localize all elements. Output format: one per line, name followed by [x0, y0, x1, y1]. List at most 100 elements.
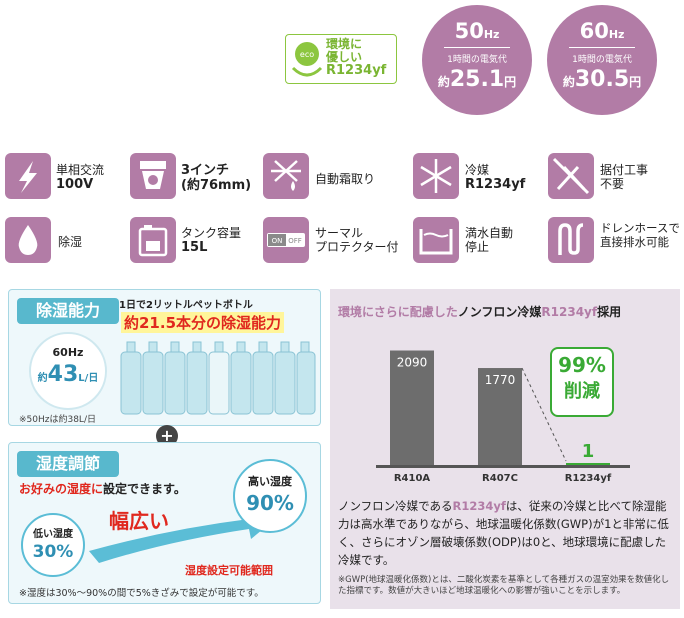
hose-inch-icon: [130, 153, 176, 199]
price-50hz-circle: 50Hz 1時間の電気代 約25.1円: [422, 5, 532, 115]
feature-label-1b: 100V: [56, 177, 94, 192]
reduction-connector: [521, 367, 567, 462]
category-label-2: R1234yf: [565, 473, 612, 484]
snowflake-icon: [413, 153, 459, 199]
humidity-subtitle-red: お好みの湿度に: [19, 482, 104, 496]
feature-label-4b: R1234yf: [465, 177, 526, 192]
capacity-note: ※50Hzは約38L/日: [19, 415, 96, 425]
hz60-yen: 円: [629, 75, 642, 89]
ref-body-code: R1234yf: [452, 499, 506, 513]
feature-label-10a: ドレンホースで: [600, 221, 680, 235]
eco-code: R1234yf: [326, 63, 387, 78]
plus-icon: +: [156, 425, 178, 447]
hz60-prefix: 約: [562, 75, 575, 89]
ref-title-mid: ノンフロン冷媒: [457, 305, 542, 319]
ref-title-pre: 環境にさらに配慮した: [338, 305, 458, 319]
dehumidify-panel: 除湿能力 60Hz 約43L/日 ※50Hzは約38L/日 1日で2リットルペッ…: [8, 289, 321, 426]
eco-line1: 環境に: [326, 37, 363, 51]
eco-line2: 優しい: [326, 50, 363, 64]
dehumidify-title: 除湿能力: [17, 298, 119, 324]
full-tank-stop-icon: [413, 217, 459, 263]
ref-title-code: R1234yf: [541, 305, 598, 319]
feature-label-3a: 自動霜取り: [315, 172, 376, 186]
reduction-badge: 99% 削減: [550, 347, 614, 417]
reduction-word: 削減: [564, 381, 600, 402]
ref-title-post: 採用: [597, 305, 622, 319]
bottles-illustration: [120, 341, 316, 415]
bar-r1234yf: [566, 463, 610, 465]
hz50-unit: Hz: [483, 28, 500, 41]
feature-label-2b: (約76mm): [181, 178, 252, 193]
hz50-value: 25.1: [449, 67, 505, 92]
low-humidity-value: 30%: [32, 542, 74, 562]
eco-leaf-icon: eco: [291, 42, 323, 77]
wide-label: 幅広い: [109, 509, 169, 533]
feature-label-9b: 停止: [465, 240, 490, 254]
no-tools-icon: [548, 153, 594, 199]
water-drop-icon: [5, 217, 51, 263]
feature-label-5b: 不要: [600, 177, 625, 191]
tank-icon: [130, 217, 176, 263]
category-label-0: R410A: [394, 473, 431, 484]
feature-label-8a: サーマル: [315, 226, 364, 240]
hz60-freq: 60: [579, 19, 609, 43]
chart-baseline: [376, 465, 630, 468]
lightning-icon: [5, 153, 51, 199]
humidity-panel: 湿度調節 お好みの湿度に設定できます。 幅広い 高い湿度 90% 低い湿度 30…: [8, 442, 321, 604]
capacity-prefix: 約: [37, 373, 48, 384]
range-label: 湿度設定可能範囲: [185, 564, 273, 577]
feature-label-4a: 冷媒: [465, 163, 490, 177]
feature-label-2a: 3インチ: [181, 163, 230, 178]
switch-off-label: OFF: [288, 237, 302, 245]
refrigerant-panel: 環境にさらに配慮したノンフロン冷媒R1234yf採用 2090 R410A 1770…: [330, 289, 680, 609]
category-label-1: R407C: [482, 473, 518, 484]
bar-value-label-0: 2090: [397, 356, 428, 370]
high-humidity-circle: 高い湿度 90%: [233, 459, 307, 533]
hz60-caption: 1時間の電気代: [572, 55, 632, 65]
hz50-freq: 50: [454, 19, 484, 43]
humidity-subtitle-rest: 設定できます。: [103, 482, 186, 496]
ref-body-rest: は、従来の冷媒と比べて除湿能力は高水準でありながら、地球温暖化係数(GWP)が1…: [338, 499, 669, 567]
feature-label-6a: 除湿: [58, 235, 83, 249]
defrost-icon: [263, 153, 309, 199]
humidity-note: ※湿度は30%〜90%の間で5%きざみで設定が可能です。: [19, 588, 264, 599]
bar-r407c: [478, 368, 522, 465]
hz50-yen: 円: [504, 75, 517, 89]
capacity-hz: 60Hz: [52, 346, 84, 359]
price-60hz-circle: 60Hz 1時間の電気代 約30.5円: [547, 5, 657, 115]
gwp-bar-chart: 2090 R410A 1770 R407C 1 R1234yf: [376, 350, 630, 484]
feature-label-5a: 据付工事: [600, 163, 649, 177]
capacity-value: 43: [47, 362, 79, 387]
feature-label-9a: 満水自動: [465, 226, 514, 240]
bar-r410a: [390, 350, 434, 465]
on-off-switch-icon: ON OFF: [263, 217, 309, 263]
high-humidity-label: 高い湿度: [248, 475, 292, 488]
bar-value-label-2: 1: [582, 441, 595, 462]
switch-on-label: ON: [272, 237, 283, 245]
svg-text:eco: eco: [300, 50, 314, 59]
humidity-title: 湿度調節: [17, 451, 119, 477]
ref-footnote: ※GWP(地球温暖化係数)とは、二酸化炭素を基準として各種ガスの温室効果を数値化…: [338, 575, 670, 596]
hz50-prefix: 約: [437, 75, 450, 89]
high-humidity-value: 90%: [246, 491, 294, 515]
feature-label-1a: 単相交流: [56, 163, 105, 177]
feature-label-8b: プロテクター付: [315, 240, 399, 254]
bar-value-label-1: 1770: [485, 373, 516, 387]
feature-label-7a: タンク容量: [181, 226, 242, 240]
bottles-caption: 1日で2リットルペットボトル: [119, 300, 253, 311]
feature-label-7b: 15L: [181, 240, 208, 255]
ref-body-pre: ノンフロン冷媒である: [338, 499, 453, 513]
hz60-value: 30.5: [574, 67, 630, 92]
low-humidity-circle: 低い湿度 30%: [21, 513, 85, 577]
feature-label-10b: 直接排水可能: [600, 235, 669, 249]
eco-badge: eco 環境に 優しい R1234yf: [285, 34, 397, 84]
capacity-circle: 60Hz 約43L/日: [29, 332, 107, 410]
low-humidity-label: 低い湿度: [33, 529, 73, 540]
hz50-caption: 1時間の電気代: [447, 55, 507, 65]
hz60-unit: Hz: [608, 28, 625, 41]
drain-hose-icon: [548, 217, 594, 263]
capacity-unit: L/日: [78, 373, 99, 384]
bottles-highlight: 約21.5本分の除湿能力: [121, 312, 285, 333]
range-arrow: [89, 509, 273, 563]
reduction-pct: 99%: [558, 353, 606, 377]
